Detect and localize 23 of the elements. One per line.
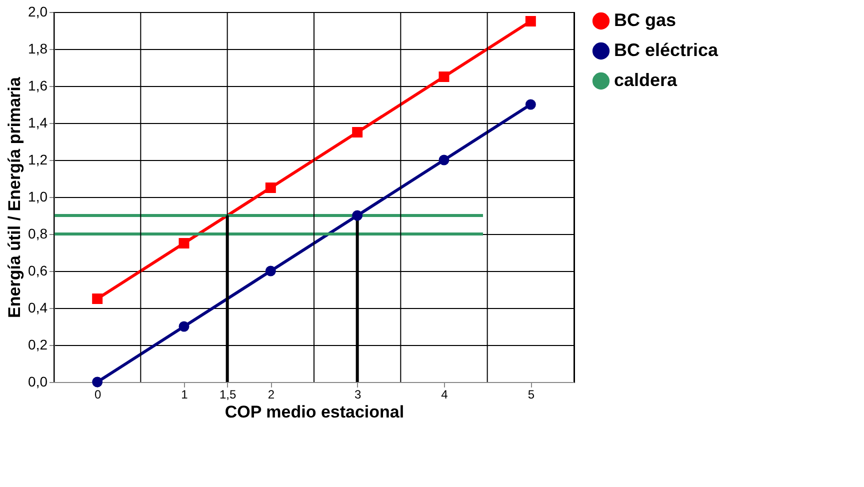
y-tick-label: 1,8 (28, 40, 48, 56)
y-tick-label: 0,8 (28, 226, 48, 242)
x-tick-label: 3 (354, 388, 362, 402)
x-tick-label: 2 (268, 388, 275, 402)
y-tick-label: 1,0 (28, 188, 48, 204)
y-tick-label: 1,6 (28, 78, 48, 94)
legend-label: caldera (614, 70, 678, 90)
x-tick-label: 1 (181, 388, 188, 402)
y-tick-label: 0,4 (28, 300, 48, 316)
legend-label: BC gas (614, 10, 676, 30)
x-tick-label: 1,5 (219, 388, 236, 402)
y-tick-label: 0,2 (28, 336, 48, 352)
x-tick-label: 0 (94, 388, 102, 402)
y-axis-title: Energía útil / Energía primaria (5, 76, 24, 318)
x-tick-label: 4 (441, 388, 448, 402)
y-tick-label: 0,6 (28, 262, 48, 278)
y-tick-label: 1,2 (28, 152, 48, 168)
y-tick-label: 0,0 (28, 374, 48, 390)
x-axis-title: COP medio estacional (224, 402, 404, 422)
y-tick-label: 2,0 (28, 4, 48, 20)
x-tick-label: 5 (528, 388, 535, 402)
legend-label: BC eléctrica (614, 40, 720, 60)
y-tick-label: 1,4 (28, 114, 48, 130)
